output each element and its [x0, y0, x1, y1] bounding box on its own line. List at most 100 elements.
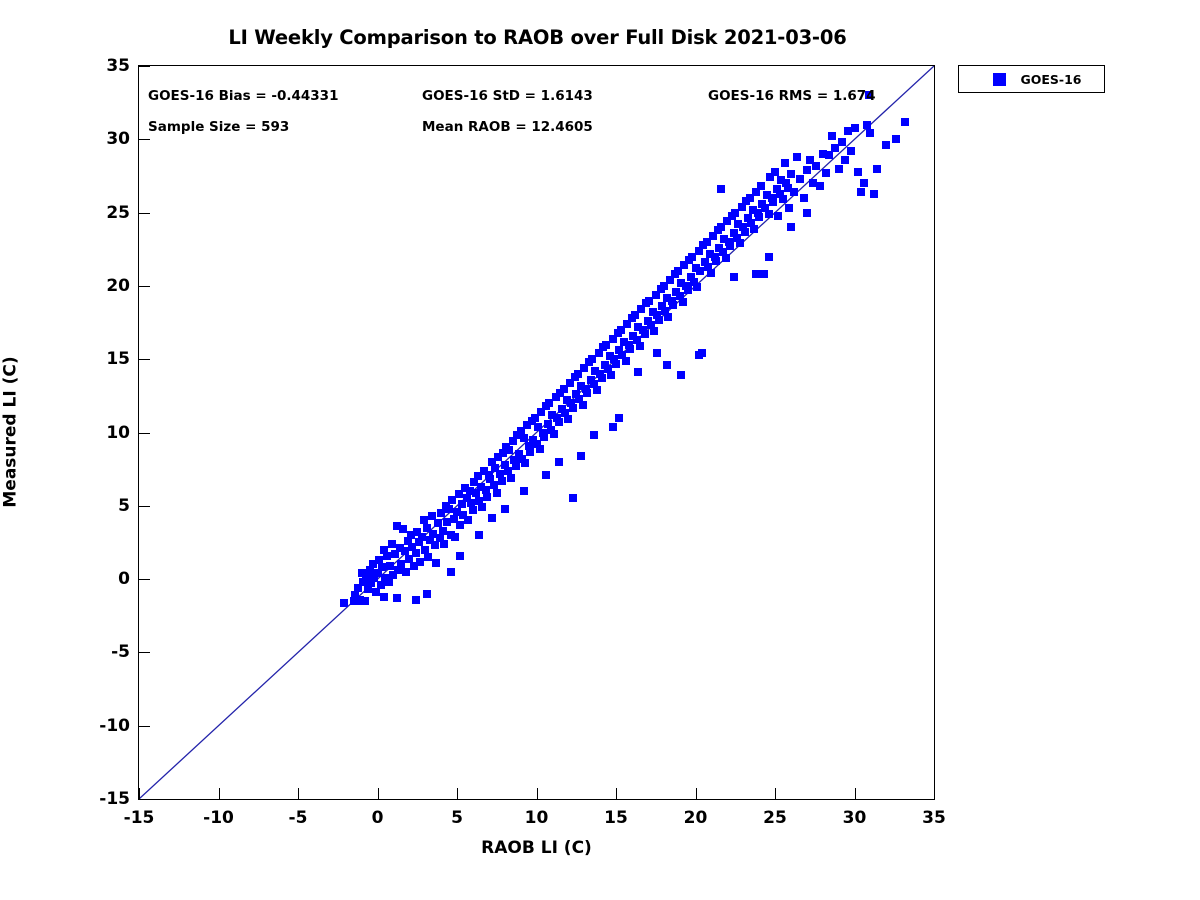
data-point — [569, 494, 578, 503]
data-point — [872, 164, 881, 173]
data-point — [596, 369, 605, 378]
data-point — [767, 193, 776, 202]
y-tick — [139, 139, 150, 141]
data-point — [672, 287, 681, 296]
data-point — [378, 563, 387, 572]
data-point — [694, 246, 703, 255]
data-point — [726, 242, 735, 251]
x-tick-label: -15 — [123, 808, 155, 828]
x-tick — [298, 788, 299, 799]
data-point — [475, 497, 484, 506]
data-point — [774, 211, 783, 220]
data-point — [869, 189, 878, 198]
data-point — [615, 413, 624, 422]
data-point — [395, 544, 404, 553]
data-point — [771, 167, 779, 176]
data-point — [631, 311, 640, 320]
data-point — [489, 481, 498, 490]
data-point — [619, 337, 628, 346]
data-point — [507, 473, 516, 482]
data-point — [680, 261, 689, 270]
data-point — [462, 494, 471, 503]
y-tick-label: 15 — [106, 349, 130, 370]
data-point — [503, 466, 512, 475]
data-point — [785, 204, 794, 213]
data-point — [882, 141, 891, 150]
data-point — [650, 327, 659, 336]
y-tick-label: 5 — [118, 495, 130, 516]
data-point — [662, 293, 671, 302]
data-point — [354, 583, 363, 592]
data-point — [575, 394, 584, 403]
data-point — [456, 551, 465, 560]
data-point — [553, 413, 562, 422]
data-point — [704, 262, 713, 271]
data-point — [815, 182, 824, 191]
data-point — [453, 507, 461, 516]
x-tick — [218, 788, 220, 799]
data-point — [416, 557, 425, 566]
data-point — [662, 361, 671, 370]
data-point — [351, 591, 360, 600]
data-point — [519, 434, 528, 443]
data-point — [449, 514, 458, 523]
data-point — [430, 541, 439, 550]
plot-area: -15 -10 -5 0 5 10 15 20 25 30 35 -15 -10 -5 0 5 10 15 20 25… — [99, 56, 946, 828]
data-point — [648, 308, 657, 317]
data-point — [577, 451, 586, 460]
data-point — [694, 350, 703, 359]
data-point — [554, 418, 563, 427]
data-point — [379, 545, 388, 554]
data-point — [577, 381, 586, 390]
data-point — [494, 453, 503, 462]
data-point — [510, 456, 519, 465]
data-point — [411, 548, 420, 557]
x-tick — [139, 788, 140, 799]
data-point — [480, 466, 489, 475]
data-point — [592, 385, 601, 394]
data-point — [425, 535, 434, 544]
data-point — [608, 422, 617, 431]
y-tick — [139, 359, 150, 361]
data-point — [689, 277, 698, 286]
data-point — [750, 224, 759, 233]
data-point — [381, 573, 390, 582]
y-tick — [139, 212, 150, 214]
y-tick — [139, 505, 150, 507]
data-point — [573, 369, 582, 378]
data-point — [677, 278, 686, 287]
data-point — [790, 188, 799, 197]
data-point — [705, 249, 714, 258]
data-point — [747, 218, 756, 227]
y-tick — [139, 725, 150, 727]
data-point — [414, 538, 423, 547]
data-point — [759, 270, 768, 279]
y-tick — [139, 579, 150, 581]
y-tick-label: -15 — [99, 789, 130, 809]
data-point — [583, 388, 592, 397]
x-tick-label: 10 — [524, 808, 549, 828]
data-point — [802, 208, 811, 217]
data-point — [736, 239, 745, 248]
data-point — [398, 525, 407, 534]
data-point — [413, 528, 422, 537]
data-point — [837, 138, 846, 147]
data-point — [562, 396, 571, 405]
data-point — [362, 572, 371, 581]
data-point — [716, 185, 725, 194]
data-point — [772, 185, 781, 194]
data-point — [529, 435, 538, 444]
data-point — [654, 315, 663, 324]
data-point — [651, 290, 660, 299]
x-tick — [616, 788, 617, 799]
data-point — [626, 344, 635, 353]
data-point — [751, 270, 760, 279]
data-point — [686, 273, 695, 282]
data-point — [864, 91, 873, 100]
data-point — [551, 393, 560, 402]
data-point — [634, 322, 643, 331]
data-point — [578, 400, 587, 409]
data-point — [545, 399, 554, 408]
x-tick-label: 30 — [842, 808, 867, 828]
data-point — [392, 522, 401, 531]
